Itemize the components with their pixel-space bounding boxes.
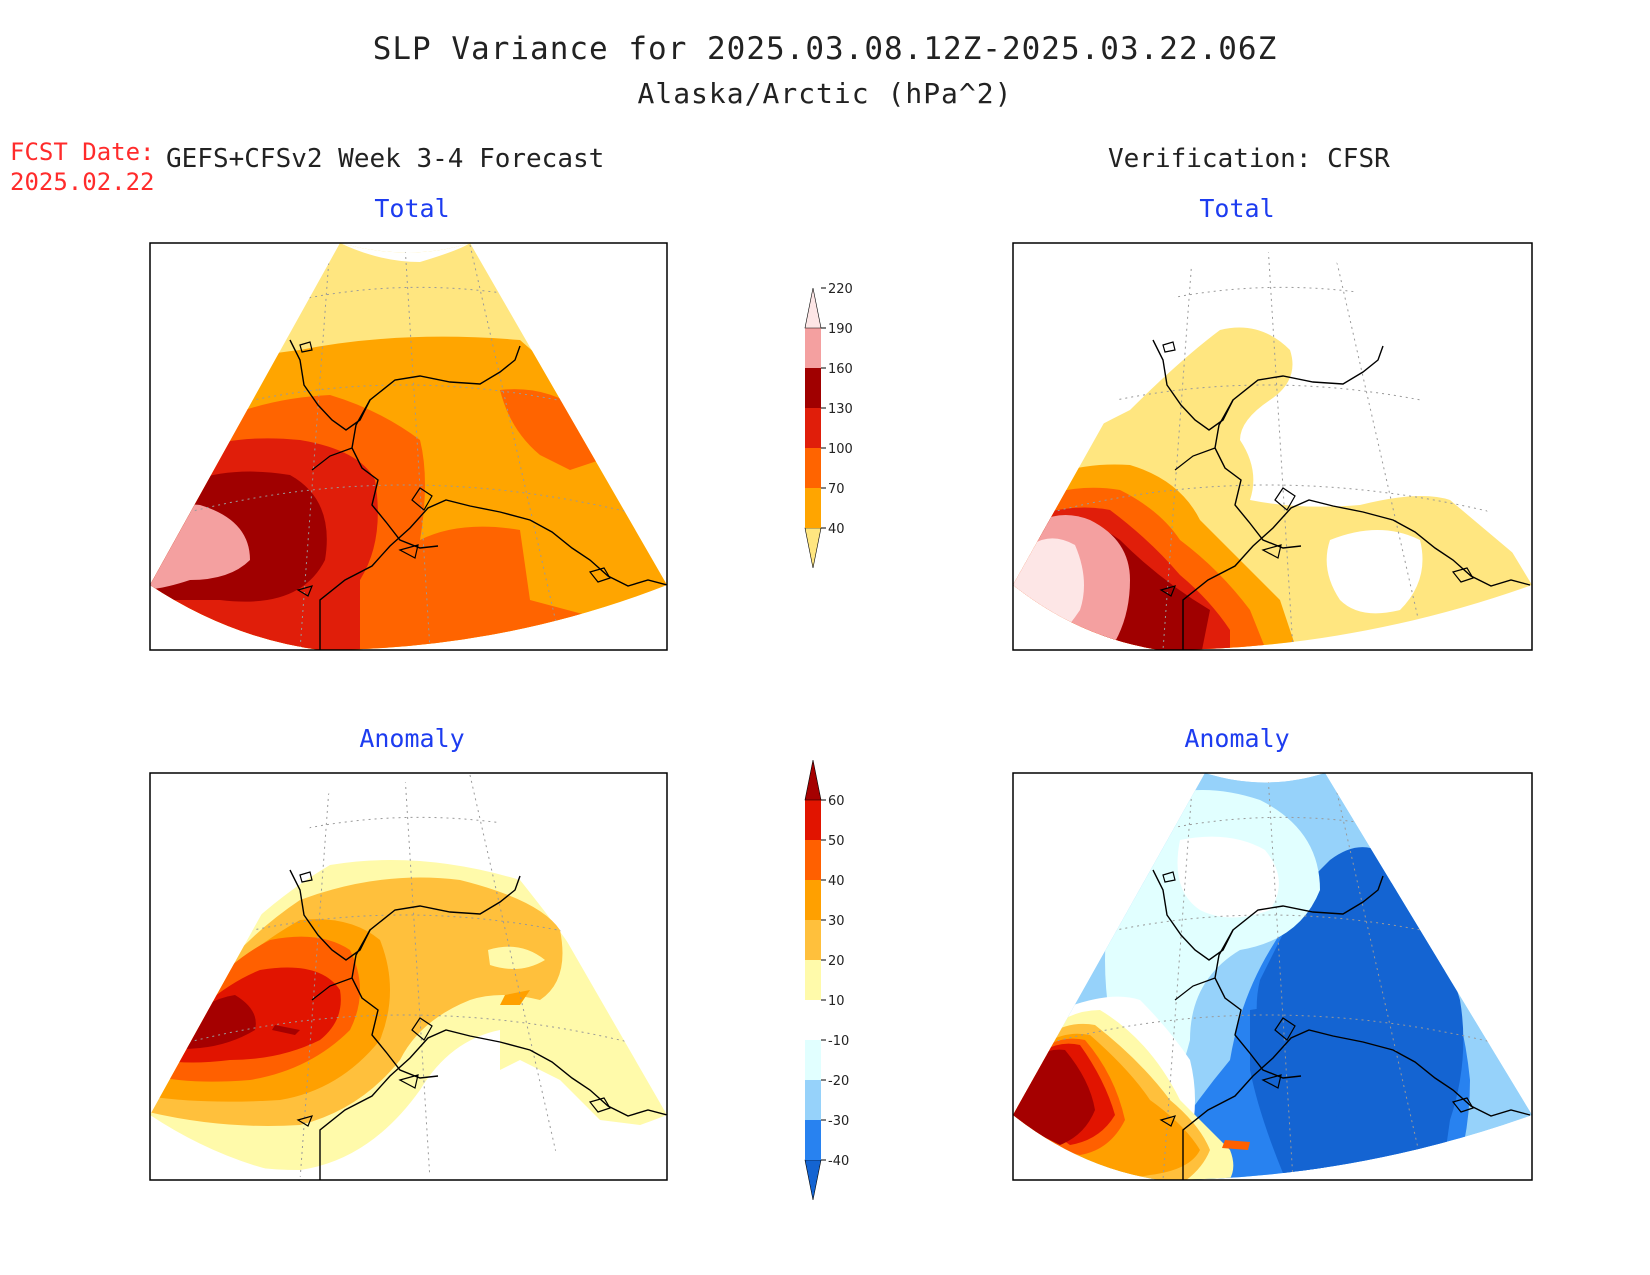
forecast-column-heading: GEFS+CFSv2 Week 3-4 Forecast xyxy=(166,144,605,174)
cb-anomaly-segment xyxy=(804,759,822,801)
verification-total-title: Total xyxy=(1199,194,1275,223)
forecast-anomaly-title: Anomaly xyxy=(359,724,465,753)
forecast-anomaly-map xyxy=(149,772,668,1181)
fill-10-20-inner xyxy=(488,946,545,969)
verification-anomaly-map xyxy=(1012,772,1533,1181)
verification-anomaly-title: Anomaly xyxy=(1184,724,1290,753)
fill-above-60-spot xyxy=(272,1025,300,1035)
cb-anomaly-label: -10 xyxy=(828,1034,849,1049)
fill-30-40-spot xyxy=(500,990,530,1005)
cb-anomaly-segment xyxy=(805,1080,821,1120)
total-colorbar: 40 70 100 130 160 190 220 xyxy=(804,282,853,569)
fill-below-neg40-south xyxy=(1250,1006,1343,1180)
cb-total-segment xyxy=(804,527,822,569)
cb-anomaly-segment xyxy=(805,1000,821,1040)
cb-total-label: 130 xyxy=(828,402,853,417)
cb-total-segment xyxy=(805,328,821,368)
cb-total-segment xyxy=(805,408,821,448)
cb-total-label: 190 xyxy=(828,322,853,337)
cb-anomaly-segment xyxy=(805,1040,821,1080)
cb-total-segment xyxy=(805,448,821,488)
cb-anomaly-segment xyxy=(805,840,821,880)
verification-total-map xyxy=(1012,242,1533,651)
forecast-date: 2025.02.22 xyxy=(10,168,155,196)
cb-total-label: 40 xyxy=(828,522,845,537)
anomaly-colorbar: -40 -30 -20 -10 10 20 30 40 50 60 xyxy=(804,759,849,1201)
cb-total-segment xyxy=(805,488,821,528)
forecast-total-frame xyxy=(149,242,668,651)
cb-total-label: 70 xyxy=(828,482,845,497)
map-title: SLP Variance for 2025.03.08.12Z-2025.03.… xyxy=(372,31,1278,67)
cb-total-segment xyxy=(805,368,821,408)
cb-anomaly-label: 40 xyxy=(828,874,845,889)
verification-anomaly-frame xyxy=(1012,772,1533,1181)
cb-anomaly-segment xyxy=(805,920,821,960)
map-subtitle: Alaska/Arctic (hPa^2) xyxy=(637,77,1013,110)
forecast-total-title: Total xyxy=(374,194,450,223)
fill-40-50-spot xyxy=(1222,1140,1250,1150)
forecast-total-map xyxy=(149,242,668,651)
cb-anomaly-segment xyxy=(804,1159,822,1201)
cb-anomaly-label: 10 xyxy=(828,994,845,1009)
forecast-anomaly-frame xyxy=(149,772,668,1181)
verification-column-heading: Verification: CFSR xyxy=(1108,144,1390,174)
cb-anomaly-label: 20 xyxy=(828,954,845,969)
cb-total-label: 220 xyxy=(828,282,853,297)
cb-anomaly-label: 50 xyxy=(828,834,845,849)
cb-anomaly-segment xyxy=(805,1120,821,1160)
fill-neutral-north xyxy=(1177,836,1279,918)
cb-anomaly-label: -30 xyxy=(828,1114,849,1129)
cb-total-segment xyxy=(804,287,822,329)
cb-anomaly-label: 60 xyxy=(828,794,845,809)
cb-total-label: 100 xyxy=(828,442,853,457)
cb-total-label: 160 xyxy=(828,362,853,377)
cb-anomaly-segment xyxy=(805,880,821,920)
cb-anomaly-segment xyxy=(805,800,821,840)
verification-total-frame xyxy=(1012,242,1533,651)
cb-anomaly-label: 30 xyxy=(828,914,845,929)
cb-anomaly-segment xyxy=(805,960,821,1000)
forecast-date-label: FCST Date: xyxy=(10,138,155,166)
cb-anomaly-label: -20 xyxy=(828,1074,849,1089)
cb-anomaly-label: -40 xyxy=(828,1154,849,1169)
fill-below-40-east xyxy=(1326,530,1423,614)
